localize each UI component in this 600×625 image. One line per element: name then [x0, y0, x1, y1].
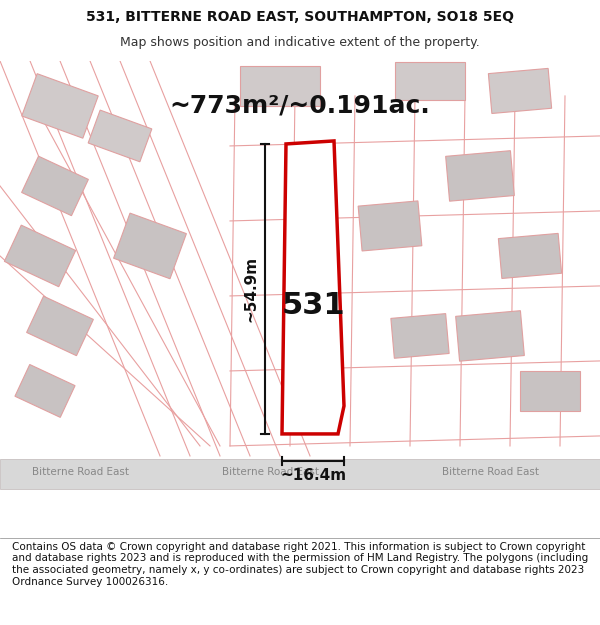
Polygon shape [391, 314, 449, 358]
Bar [0, 459, 600, 489]
Polygon shape [282, 141, 344, 434]
Text: Map shows position and indicative extent of the property.: Map shows position and indicative extent… [120, 36, 480, 49]
Polygon shape [446, 151, 514, 201]
Polygon shape [358, 201, 422, 251]
Text: 531, BITTERNE ROAD EAST, SOUTHAMPTON, SO18 5EQ: 531, BITTERNE ROAD EAST, SOUTHAMPTON, SO… [86, 9, 514, 24]
Polygon shape [26, 296, 94, 356]
Polygon shape [4, 225, 76, 287]
Polygon shape [240, 66, 320, 106]
Polygon shape [499, 233, 562, 279]
Polygon shape [113, 213, 187, 279]
Polygon shape [22, 74, 98, 138]
Text: ~54.9m: ~54.9m [244, 256, 259, 322]
Polygon shape [520, 371, 580, 411]
Text: Bitterne Road East: Bitterne Road East [442, 467, 539, 477]
Text: ~16.4m: ~16.4m [280, 469, 346, 484]
Polygon shape [395, 62, 465, 100]
Polygon shape [22, 156, 88, 216]
Text: ~773m²/~0.191ac.: ~773m²/~0.191ac. [170, 94, 430, 118]
Text: 531: 531 [281, 291, 345, 321]
Polygon shape [15, 364, 75, 418]
Text: Contains OS data © Crown copyright and database right 2021. This information is : Contains OS data © Crown copyright and d… [12, 542, 588, 587]
Polygon shape [455, 311, 524, 361]
Polygon shape [88, 110, 152, 162]
Text: Bitterne Road East: Bitterne Road East [221, 467, 319, 477]
Polygon shape [488, 68, 551, 114]
Text: Bitterne Road East: Bitterne Road East [32, 467, 128, 477]
